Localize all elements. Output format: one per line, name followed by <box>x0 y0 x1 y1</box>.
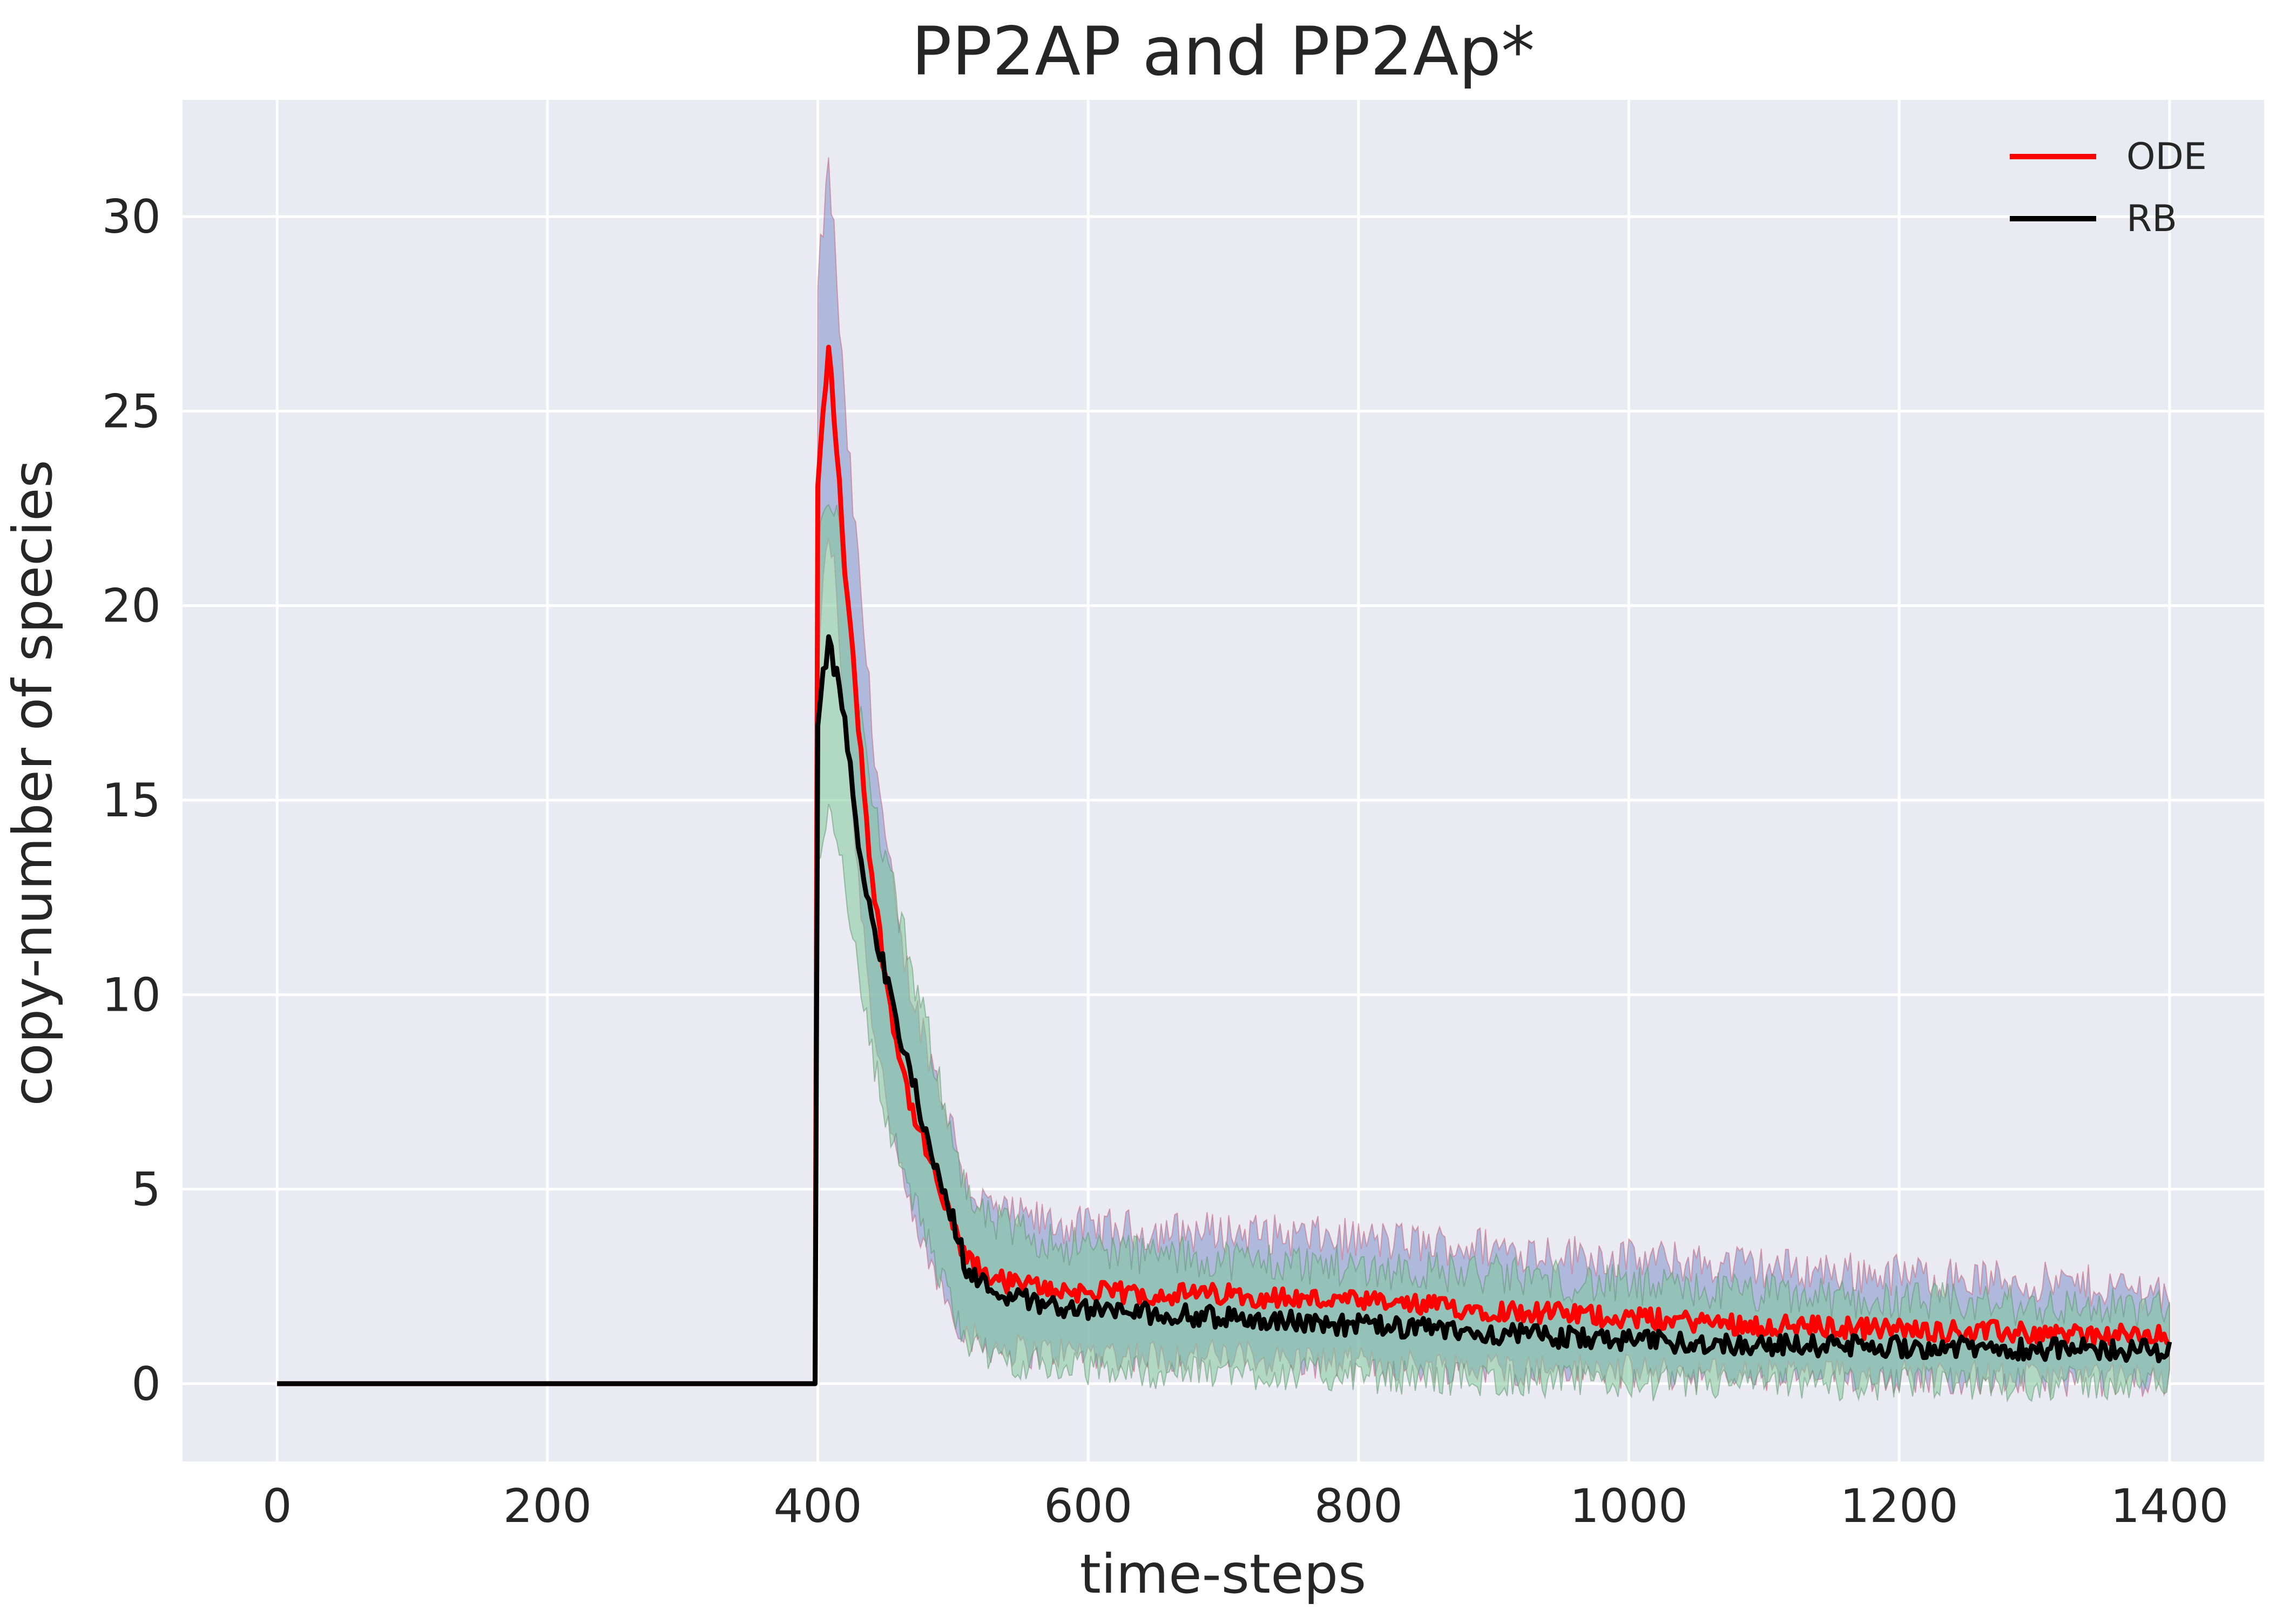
legend-label-ode: ODE <box>2126 136 2207 178</box>
x-tick-label: 1200 <box>1840 1479 1958 1533</box>
y-tick-label: 10 <box>102 968 161 1022</box>
line-rb <box>277 634 2172 1386</box>
legend: ODE RB <box>2010 136 2207 240</box>
tick-labels: 0 200 400 600 800 1000 1200 1400 0 5 10 15 20 25 30 <box>102 190 2229 1533</box>
x-tick-label: 1000 <box>1570 1479 1688 1533</box>
chart-title: PP2AP and PP2Ap* <box>911 13 1535 91</box>
y-tick-label: 20 <box>102 579 161 633</box>
plot-background <box>183 100 2264 1461</box>
x-tick-label: 800 <box>1314 1479 1403 1533</box>
legend-label-rb: RB <box>2126 198 2177 240</box>
confidence-bands <box>277 157 2170 1403</box>
y-tick-label: 25 <box>102 384 161 438</box>
x-tick-label: 0 <box>262 1479 292 1533</box>
y-tick-label: 15 <box>102 774 161 828</box>
x-tick-label: 600 <box>1044 1479 1132 1533</box>
x-axis-label: time-steps <box>1080 1542 1366 1606</box>
y-tick-label: 30 <box>102 190 161 244</box>
y-tick-label: 5 <box>131 1163 161 1217</box>
series-lines <box>277 344 2172 1386</box>
x-tick-label: 1400 <box>2110 1479 2228 1533</box>
x-tick-label: 200 <box>503 1479 592 1533</box>
band-rb <box>277 504 2170 1403</box>
x-tick-label: 400 <box>773 1479 862 1533</box>
y-tick-label: 0 <box>131 1357 161 1411</box>
y-axis-label: copy-number of species <box>1 460 64 1106</box>
